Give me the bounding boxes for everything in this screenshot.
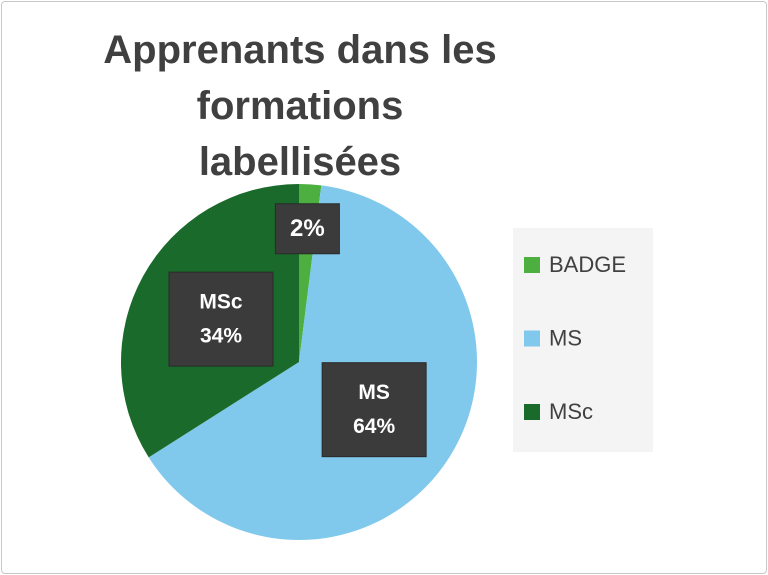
legend-swatch: [524, 330, 540, 347]
data-label-box: [168, 271, 274, 367]
legend-label: MS: [549, 325, 582, 350]
legend-swatch: [524, 257, 540, 273]
data-label-category: MS: [358, 381, 390, 404]
data-label: 64%: [353, 415, 395, 438]
legend-swatch: [524, 404, 540, 420]
chart-title: Apprenants dans les formations labellisé…: [103, 28, 497, 184]
data-label: 34%: [200, 325, 242, 348]
data-label-box: [321, 362, 427, 458]
data-label: 2%: [290, 215, 325, 242]
legend-label: MSc: [549, 399, 593, 424]
data-label-category: MSc: [199, 291, 243, 314]
data-label-box: [274, 203, 340, 255]
legend-label: BADGE: [549, 252, 626, 277]
